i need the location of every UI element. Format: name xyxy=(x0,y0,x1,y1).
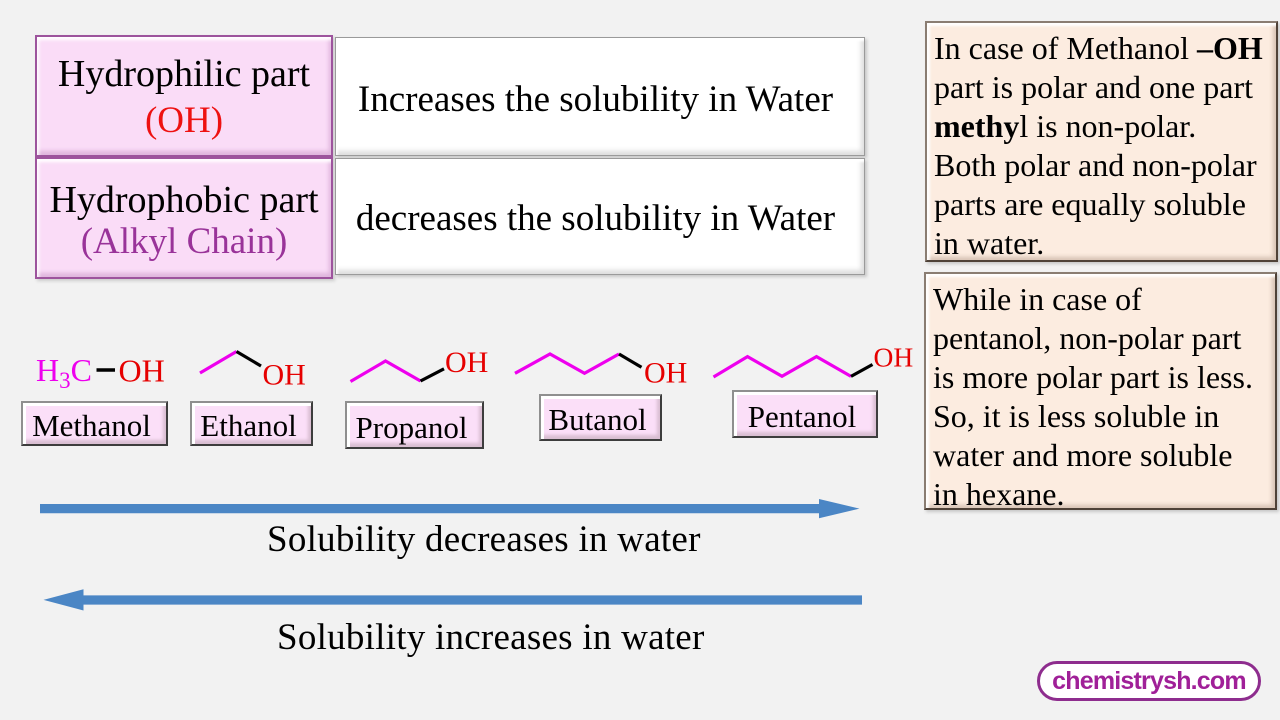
svg-text:OH: OH xyxy=(263,358,306,391)
svg-text:OH: OH xyxy=(874,341,914,372)
svg-text:OH: OH xyxy=(445,346,488,379)
svg-text:OH: OH xyxy=(644,357,687,390)
svg-text:H3C: H3C xyxy=(36,352,92,393)
svg-text:OH: OH xyxy=(119,353,165,389)
